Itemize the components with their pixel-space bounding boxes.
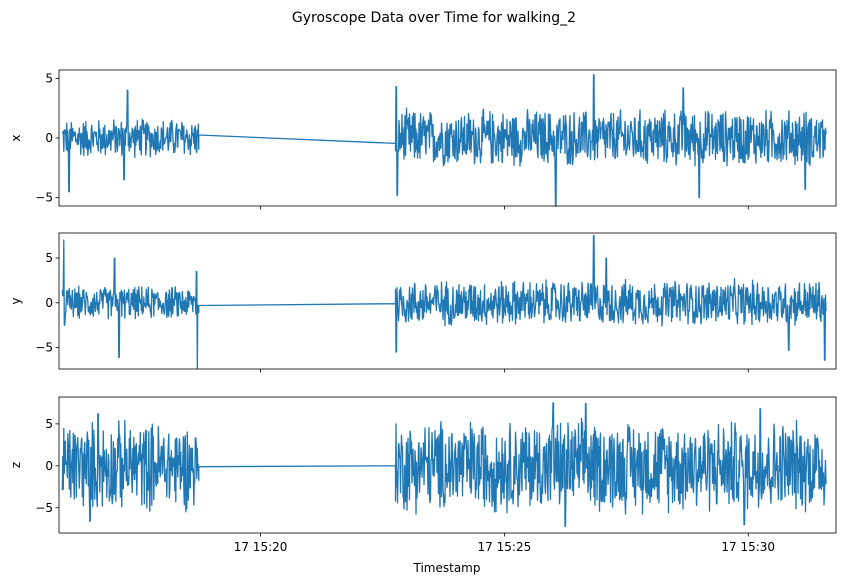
x-tick-label: 17 15:25 <box>478 540 532 554</box>
y-tick-label: −5 <box>35 341 53 355</box>
axes-frame <box>58 396 837 534</box>
y-tick-label: 0 <box>45 296 53 310</box>
y-axis-label: z <box>9 462 23 468</box>
y-tick-label: 0 <box>45 459 53 473</box>
subplot-x: −5 0 5 x <box>9 69 837 210</box>
data-line-x <box>61 74 827 207</box>
y-tick-label: 5 <box>45 251 53 265</box>
y-axis-label: y <box>9 297 23 304</box>
y-tick-label: −5 <box>35 191 53 205</box>
data-line-y <box>61 235 827 369</box>
y-tick-label: 5 <box>45 71 53 85</box>
y-axis-label: x <box>9 134 23 141</box>
y-tick-label: 0 <box>45 131 53 145</box>
data-line-z <box>61 402 827 527</box>
axes-frame <box>58 232 837 370</box>
figure-title: Gyroscope Data over Time for walking_2 <box>292 10 576 26</box>
y-tick-label: 5 <box>45 417 53 431</box>
x-tick-label: 17 15:20 <box>234 540 288 554</box>
subplot-y: −5 0 5 y <box>9 232 837 373</box>
x-tick-label: 17 15:30 <box>721 540 775 554</box>
y-tick-label: −5 <box>35 501 53 515</box>
x-axis-label: Timestamp <box>413 561 481 575</box>
subplot-z: −5 0 5 z 17 15:20 17 15:25 17 15:30 <box>9 396 837 554</box>
